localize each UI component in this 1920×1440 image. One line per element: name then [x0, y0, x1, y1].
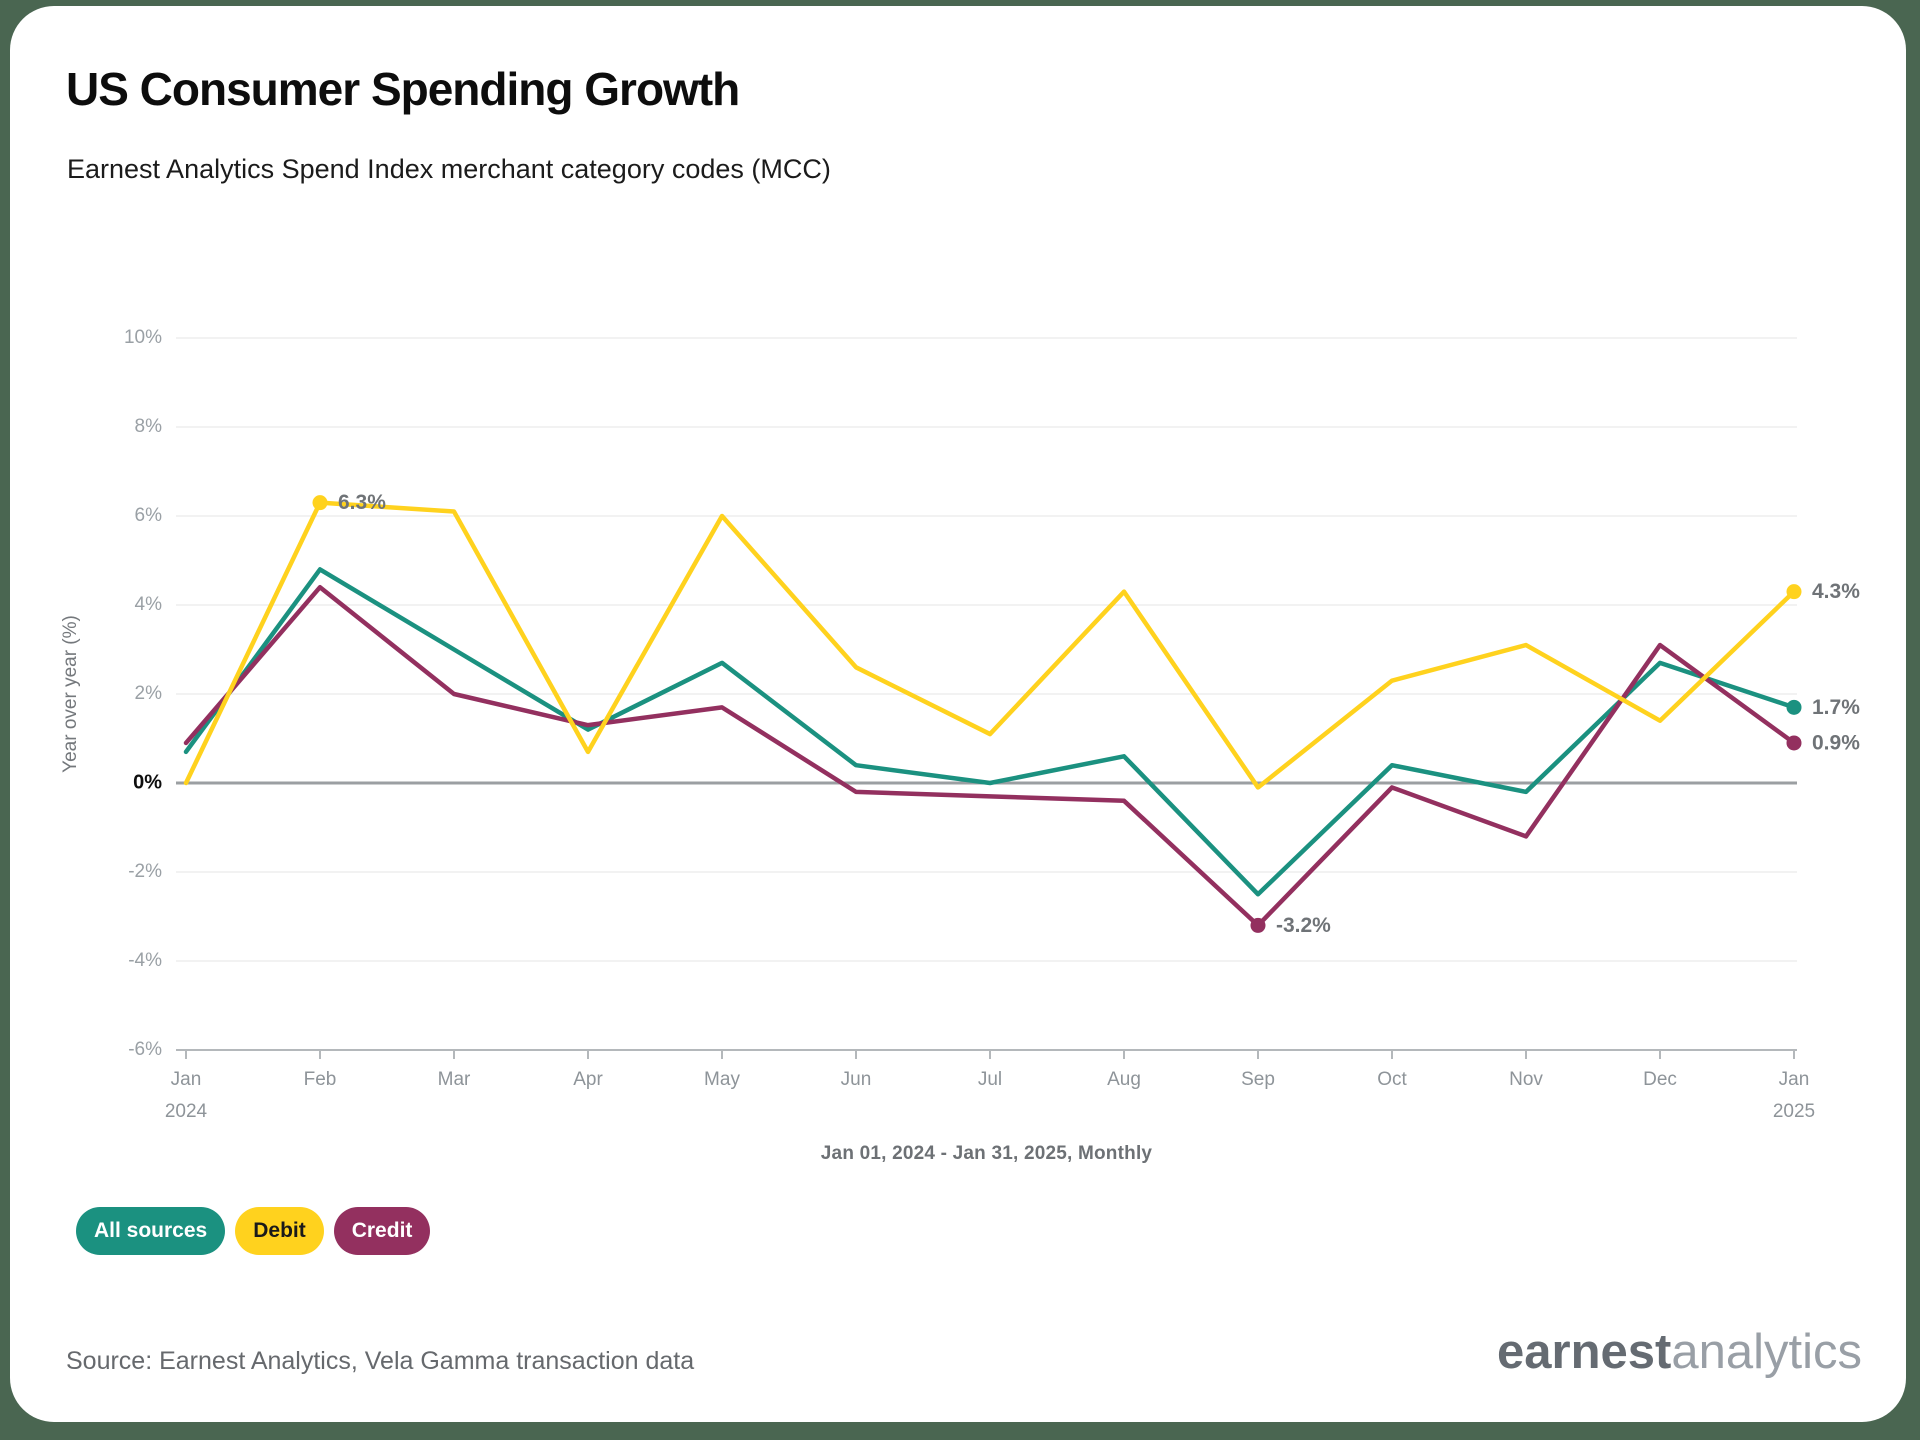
- annotation-dot: [1786, 699, 1802, 715]
- annotation-label: 1.7%: [1812, 696, 1860, 719]
- legend-pill-all-sources[interactable]: All sources: [76, 1207, 226, 1255]
- logo-text-light: analytics: [1671, 1325, 1862, 1379]
- annotation-label: 4.3%: [1812, 580, 1860, 603]
- x-tick-label: May: [704, 1069, 740, 1090]
- y-tick-label: 8%: [135, 416, 163, 437]
- x-tick-label: Jan: [1779, 1069, 1810, 1090]
- y-tick-label: 2%: [135, 683, 163, 704]
- source-note: Source: Earnest Analytics, Vela Gamma tr…: [66, 1347, 695, 1375]
- x-tick-label: Feb: [304, 1069, 337, 1090]
- chart-legend: All sources Debit Credit: [76, 1207, 431, 1255]
- annotation-dot: [1786, 584, 1802, 600]
- annotation-label: 6.3%: [338, 491, 386, 514]
- line-chart: 10% 8% 6% 4% 2% 0% -2% -4% -6% Jan Feb Mar Apr May Jun…: [60, 327, 1860, 1164]
- y-tick-label: 10%: [124, 327, 162, 348]
- x-tick-label: Sep: [1241, 1069, 1275, 1090]
- y-tick-label: 4%: [135, 594, 163, 615]
- legend-pill-credit[interactable]: Credit: [333, 1207, 431, 1255]
- y-tick-label: -6%: [128, 1039, 162, 1060]
- chart-subtitle: Earnest Analytics Spend Index merchant c…: [67, 154, 831, 184]
- y-axis-title: Year over year (%): [60, 615, 81, 773]
- x-tick-label: Jun: [841, 1069, 872, 1090]
- x-tick-label: Jan: [171, 1069, 202, 1090]
- x-tick-label: Mar: [438, 1069, 471, 1090]
- y-tick-label: -4%: [128, 950, 162, 971]
- axis-caption: Jan 01, 2024 - Jan 31, 2025, Monthly: [821, 1143, 1153, 1164]
- logo-text-bold: earnest: [1497, 1325, 1672, 1379]
- y-tick-label: 6%: [135, 505, 163, 526]
- y-tick-label: -2%: [128, 861, 162, 882]
- annotation-dot: [1786, 735, 1802, 751]
- x-year-label: 2025: [1773, 1101, 1815, 1122]
- x-tick-label: Dec: [1643, 1069, 1677, 1090]
- x-tick-label: Nov: [1509, 1069, 1543, 1090]
- y-tick-label: 0%: [133, 771, 162, 793]
- x-tick-label: Jul: [978, 1069, 1002, 1090]
- annotation-label: 0.9%: [1812, 731, 1860, 754]
- x-tick-label: Apr: [573, 1069, 603, 1090]
- page-title: US Consumer Spending Growth: [66, 63, 740, 115]
- series-line-credit: [183, 584, 1797, 928]
- annotation-dot: [312, 495, 328, 511]
- chart-card: US Consumer Spending Growth Earnest Anal…: [10, 6, 1906, 1422]
- annotation-dot: [1250, 917, 1266, 933]
- annotation-label: -3.2%: [1276, 914, 1331, 937]
- x-tick-label: Oct: [1377, 1069, 1407, 1090]
- legend-pill-debit[interactable]: Debit: [235, 1207, 324, 1255]
- x-year-label: 2024: [165, 1101, 208, 1122]
- x-tick-label: Aug: [1107, 1069, 1141, 1090]
- series-line-debit: [183, 500, 1797, 790]
- earnest-analytics-logo: earnestanalytics: [1497, 1324, 1862, 1380]
- series-line-all-sources: [183, 567, 1797, 897]
